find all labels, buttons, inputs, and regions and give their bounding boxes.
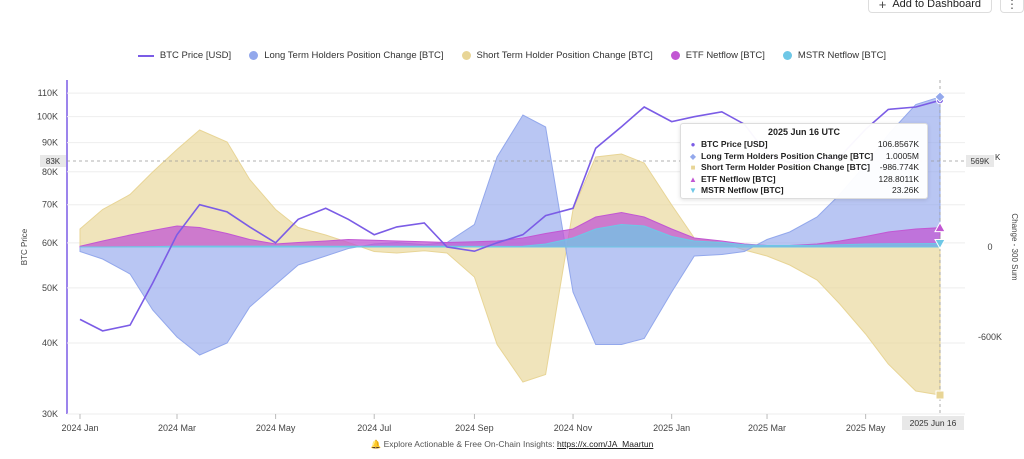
tooltip-row: ▲ ETF Netflow [BTC] 128.8011K [689, 174, 919, 186]
area-series [79, 96, 941, 396]
tooltip-row: ■ Short Term Holder Position Change [BTC]… [689, 162, 919, 174]
crosshair-date-label: 2025 Jun 16 [910, 418, 957, 428]
hover-marker-3 [934, 221, 946, 233]
tooltip-value: 106.8567K [877, 139, 919, 149]
tooltip-series-label: BTC Price [USD] [701, 139, 768, 149]
legend-label: MSTR Netflow [BTC] [797, 50, 887, 61]
legend-item[interactable]: ETF Netflow [BTC] [670, 50, 765, 61]
x-tick-label: 2024 Sep [455, 423, 494, 433]
tooltip-title: 2025 Jun 16 UTC [767, 127, 841, 137]
top-actions: + Add to Dashboard ⋮ [867, 0, 1024, 16]
crosshair-right-label: 569K [971, 157, 990, 166]
tooltip-marker-icon: ▲ [689, 174, 697, 184]
chart-tooltip: 2025 Jun 16 UTC ● BTC Price [USD] 106.8567… [680, 123, 928, 199]
crosshair: 83K 569K K 2025 Jun 16 [40, 80, 1001, 430]
area-series-1 [79, 96, 941, 356]
y-tick-label: 30K [42, 409, 58, 419]
legend-label: ETF Netflow [BTC] [685, 50, 765, 61]
crosshair-left-label-bg [40, 155, 66, 167]
hover-marker-1 [934, 91, 946, 103]
y-tick-label: 60K [42, 238, 58, 248]
x-tick-label: 2024 Nov [554, 423, 593, 433]
legend-item[interactable]: Long Term Holders Position Change [BTC] [249, 50, 444, 61]
tooltip-value: 23.26K [892, 185, 919, 195]
tooltip-value: 128.8011K [878, 173, 920, 184]
tooltip-row: ▼ MSTR Netflow [BTC] 23.26K [689, 185, 919, 197]
legend-item[interactable]: MSTR Netflow [BTC] [782, 50, 887, 61]
tooltip-value: -986.774K [879, 162, 919, 172]
area-series-2 [79, 129, 941, 396]
area-series-3 [79, 211, 941, 248]
tooltip-series-label: MSTR Netflow [BTC] [701, 185, 784, 195]
legend-swatch [461, 51, 471, 60]
hover-marker-4 [934, 239, 946, 250]
tooltip-series-name: ■ Short Term Holder Position Change [BTC] [689, 162, 870, 174]
x-tick-label: 2024 Mar [158, 423, 196, 433]
tooltip-marker-icon: ● [690, 140, 696, 149]
y-tick-label: 40K [42, 338, 58, 348]
legend-label: Long Term Holders Position Change [BTC] [264, 50, 444, 61]
x-tick-label: 2024 Jul [357, 423, 391, 433]
x-tick-label: 2024 Jan [61, 423, 98, 433]
footer-text: 🔔 Explore Actionable & Free On-Chain Ins… [370, 439, 557, 449]
chart-legend: BTC Price [USD] Long Term Holders Positio… [0, 50, 1024, 61]
tooltip-row: ◆ Long Term Holders Position Change [BTC]… [689, 151, 919, 163]
y-tick-label: 100K [37, 112, 58, 122]
legend-label: BTC Price [USD] [159, 50, 232, 61]
axis-ticks: 30K 40K 50K 60K 70K 80K 90K 100K 110K -600K 0 2024 … [37, 88, 1002, 433]
legend-swatch [670, 51, 680, 60]
footer-link[interactable]: https://x.com/JA_Maartun [556, 439, 654, 449]
legend-swatch [249, 51, 259, 60]
legend-label: Short Term Holder Position Change [BTC] [476, 50, 653, 61]
y-tick-label: 110K [38, 88, 58, 98]
tooltip-series-label: Short Term Holder Position Change [BTC] [701, 162, 870, 172]
add-to-dashboard-button[interactable]: + Add to Dashboard [867, 0, 992, 13]
tooltip-series-label: ETF Netflow [BTC] [701, 173, 776, 184]
tooltip-series-name: ▲ ETF Netflow [BTC] [689, 174, 776, 186]
hover-marker-2 [935, 390, 945, 400]
crosshair-left-label: 83K [46, 157, 61, 166]
crosshair-date-label-bg [902, 416, 964, 430]
x-tick-label: 2024 May [256, 423, 296, 433]
tooltip-marker-icon: ◆ [689, 151, 697, 161]
tooltip-series-label: Long Term Holders Position Change [BTC] [701, 150, 874, 161]
tooltip-series-name: ▼ MSTR Netflow [BTC] [689, 185, 784, 197]
plus-icon: + [878, 0, 887, 12]
y2-partial-tick: K [995, 153, 1001, 162]
tooltip-value: 1.0005M [885, 150, 919, 161]
y2-axis-label: Change - 300 Sum [1010, 213, 1019, 280]
x-tick-label: 2025 Jan [653, 423, 690, 433]
legend-item[interactable]: Short Term Holder Position Change [BTC] [461, 50, 653, 61]
legend-swatch [782, 51, 792, 60]
tooltip-series-name: ● BTC Price [USD] [689, 139, 768, 151]
footer-note: 🔔 Explore Actionable & Free On-Chain Ins… [0, 439, 1024, 450]
crosshair-right-label-bg [966, 155, 994, 167]
y-tick-label: 90K [42, 138, 58, 148]
x-tick-label: 2025 Mar [748, 423, 786, 433]
y2-tick-label: 0 [987, 242, 992, 252]
legend-item[interactable]: BTC Price [USD] [137, 50, 232, 61]
y-tick-label: 70K [42, 200, 58, 210]
more-icon: ⋮ [1006, 0, 1018, 11]
tooltip-marker-icon: ■ [690, 163, 696, 172]
y-tick-label: 50K [42, 283, 58, 293]
y-axis-label: BTC Price [20, 228, 29, 265]
legend-swatch [137, 54, 154, 57]
tooltip-marker-icon: ▼ [689, 186, 697, 195]
add-to-dashboard-label: Add to Dashboard [892, 0, 981, 10]
y2-tick-label: -600K [978, 332, 1002, 342]
tooltip-row: ● BTC Price [USD] 106.8567K [689, 139, 919, 151]
area-series-4 [80, 223, 941, 248]
tooltip-series-name: ◆ Long Term Holders Position Change [BTC] [689, 151, 873, 163]
x-tick-label: 2025 May [846, 423, 886, 433]
y-tick-label: 80K [42, 167, 58, 177]
